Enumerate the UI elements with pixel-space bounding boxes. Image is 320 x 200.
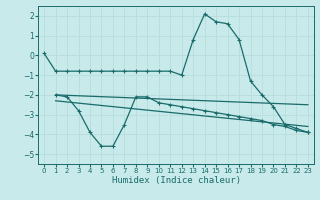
X-axis label: Humidex (Indice chaleur): Humidex (Indice chaleur)	[111, 176, 241, 185]
